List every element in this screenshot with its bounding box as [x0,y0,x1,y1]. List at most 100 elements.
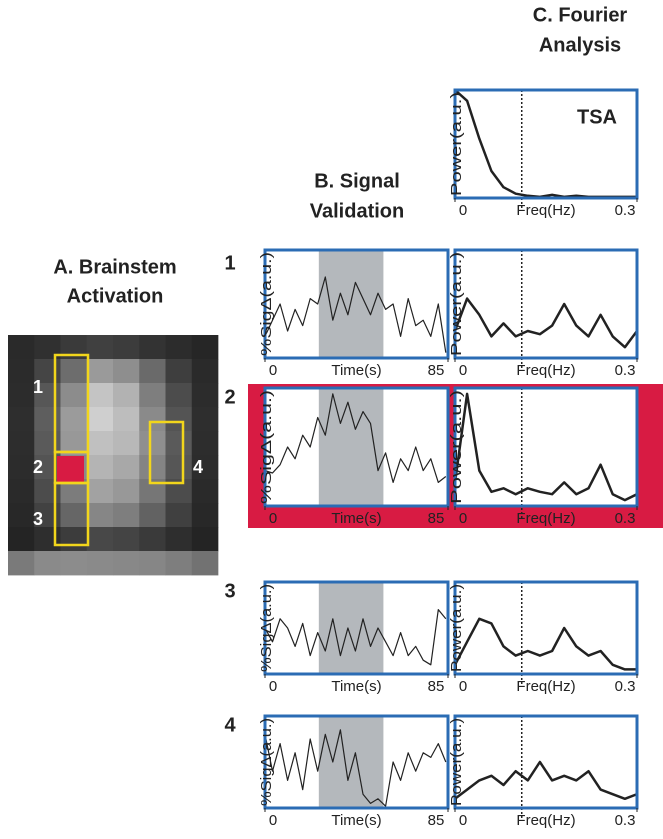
figure: A. Brainstem Activation B. Signal Valida… [0,0,663,839]
x-tick-label: 0.3 [615,678,636,695]
image-pixel [166,359,193,383]
image-pixel [139,455,166,479]
image-pixel [87,431,114,455]
image-pixel [139,383,166,407]
image-pixel [61,527,88,551]
image-pixel [139,503,166,527]
x-tick-label: 85 [428,510,445,527]
image-pixel [166,431,193,455]
image-pixel [139,335,166,359]
image-pixel [113,551,140,575]
image-pixel [87,551,114,575]
image-pixel [139,431,166,455]
y-axis-label: %SigΔ(a.u.) [258,390,275,504]
panel-title: B. Signal [314,170,400,192]
y-axis-label: Power(a.u.) [448,584,465,672]
roi-fill [57,456,84,482]
x-axis-label: Freq(Hz) [516,812,575,829]
image-pixel [87,479,114,503]
image-pixel [192,479,219,503]
image-pixel [8,527,35,551]
image-pixel [166,455,193,479]
x-tick-label: 0 [459,202,467,219]
chart: 0 0.3 Freq(Hz) Power(a.u.) [448,716,637,829]
image-pixel [192,551,219,575]
image-pixel [192,431,219,455]
image-pixel [192,359,219,383]
image-pixel [139,527,166,551]
image-pixel [166,503,193,527]
row-label: 3 [224,580,235,602]
roi-label: 3 [33,509,43,529]
x-axis-label: Time(s) [331,510,381,527]
x-tick-label: 0 [459,362,467,379]
image-pixel [113,455,140,479]
image-pixel [113,503,140,527]
image-pixel [166,551,193,575]
image-pixel [166,527,193,551]
y-axis-label: Power(a.u.) [448,718,465,806]
chart-title: TSA [577,106,617,128]
image-pixel [34,407,61,431]
x-tick-label: 0 [269,510,277,527]
x-axis-label: Time(s) [331,678,381,695]
image-pixel [192,527,219,551]
stimulus-band [319,716,384,808]
x-tick-label: 0.3 [615,202,636,219]
x-axis-label: Time(s) [331,362,381,379]
image-pixel [87,383,114,407]
image-pixel [61,359,88,383]
x-tick-label: 0 [269,678,277,695]
image-pixel [34,527,61,551]
x-axis-label: Freq(Hz) [516,202,575,219]
image-pixel [8,383,35,407]
image-pixel [113,359,140,383]
plot-background [455,250,637,358]
row-label: 2 [224,386,235,408]
panel-title: A. Brainstem [53,256,176,278]
roi-label: 1 [33,377,43,397]
image-pixel [192,503,219,527]
y-axis-label: %SigΔ(a.u.) [258,718,275,806]
image-pixel [113,335,140,359]
image-pixel [139,407,166,431]
y-axis-label: Power(a.u.) [448,252,465,356]
image-pixel [87,359,114,383]
x-tick-label: 0 [459,812,467,829]
image-pixel [192,407,219,431]
image-pixel [113,479,140,503]
image-pixel [166,335,193,359]
image-pixel [87,335,114,359]
image-pixel [8,335,35,359]
image-pixel [8,503,35,527]
roi-label: 2 [33,457,43,477]
image-pixel [192,383,219,407]
image-pixel [113,383,140,407]
image-pixel [61,551,88,575]
chart: 0 85 Time(s) %SigΔ(a.u.) [258,388,448,527]
image-pixel [166,383,193,407]
x-tick-label: 0.3 [615,812,636,829]
image-pixel [34,551,61,575]
row-label: 4 [224,714,236,736]
x-tick-label: 0 [269,362,277,379]
y-axis-label: %SigΔ(a.u.) [258,252,275,356]
x-axis-label: Freq(Hz) [516,362,575,379]
x-axis-label: Freq(Hz) [516,678,575,695]
y-axis-label: Power(a.u.) [448,390,465,504]
image-pixel [61,407,88,431]
x-tick-label: 85 [428,362,445,379]
image-pixel [8,359,35,383]
image-pixel [87,455,114,479]
x-tick-label: 0 [269,812,277,829]
image-pixel [113,407,140,431]
image-pixel [61,503,88,527]
panel-title: Validation [310,200,404,222]
panel-title: Analysis [539,34,621,56]
brainstem-image [8,335,218,575]
x-tick-label: 85 [428,812,445,829]
